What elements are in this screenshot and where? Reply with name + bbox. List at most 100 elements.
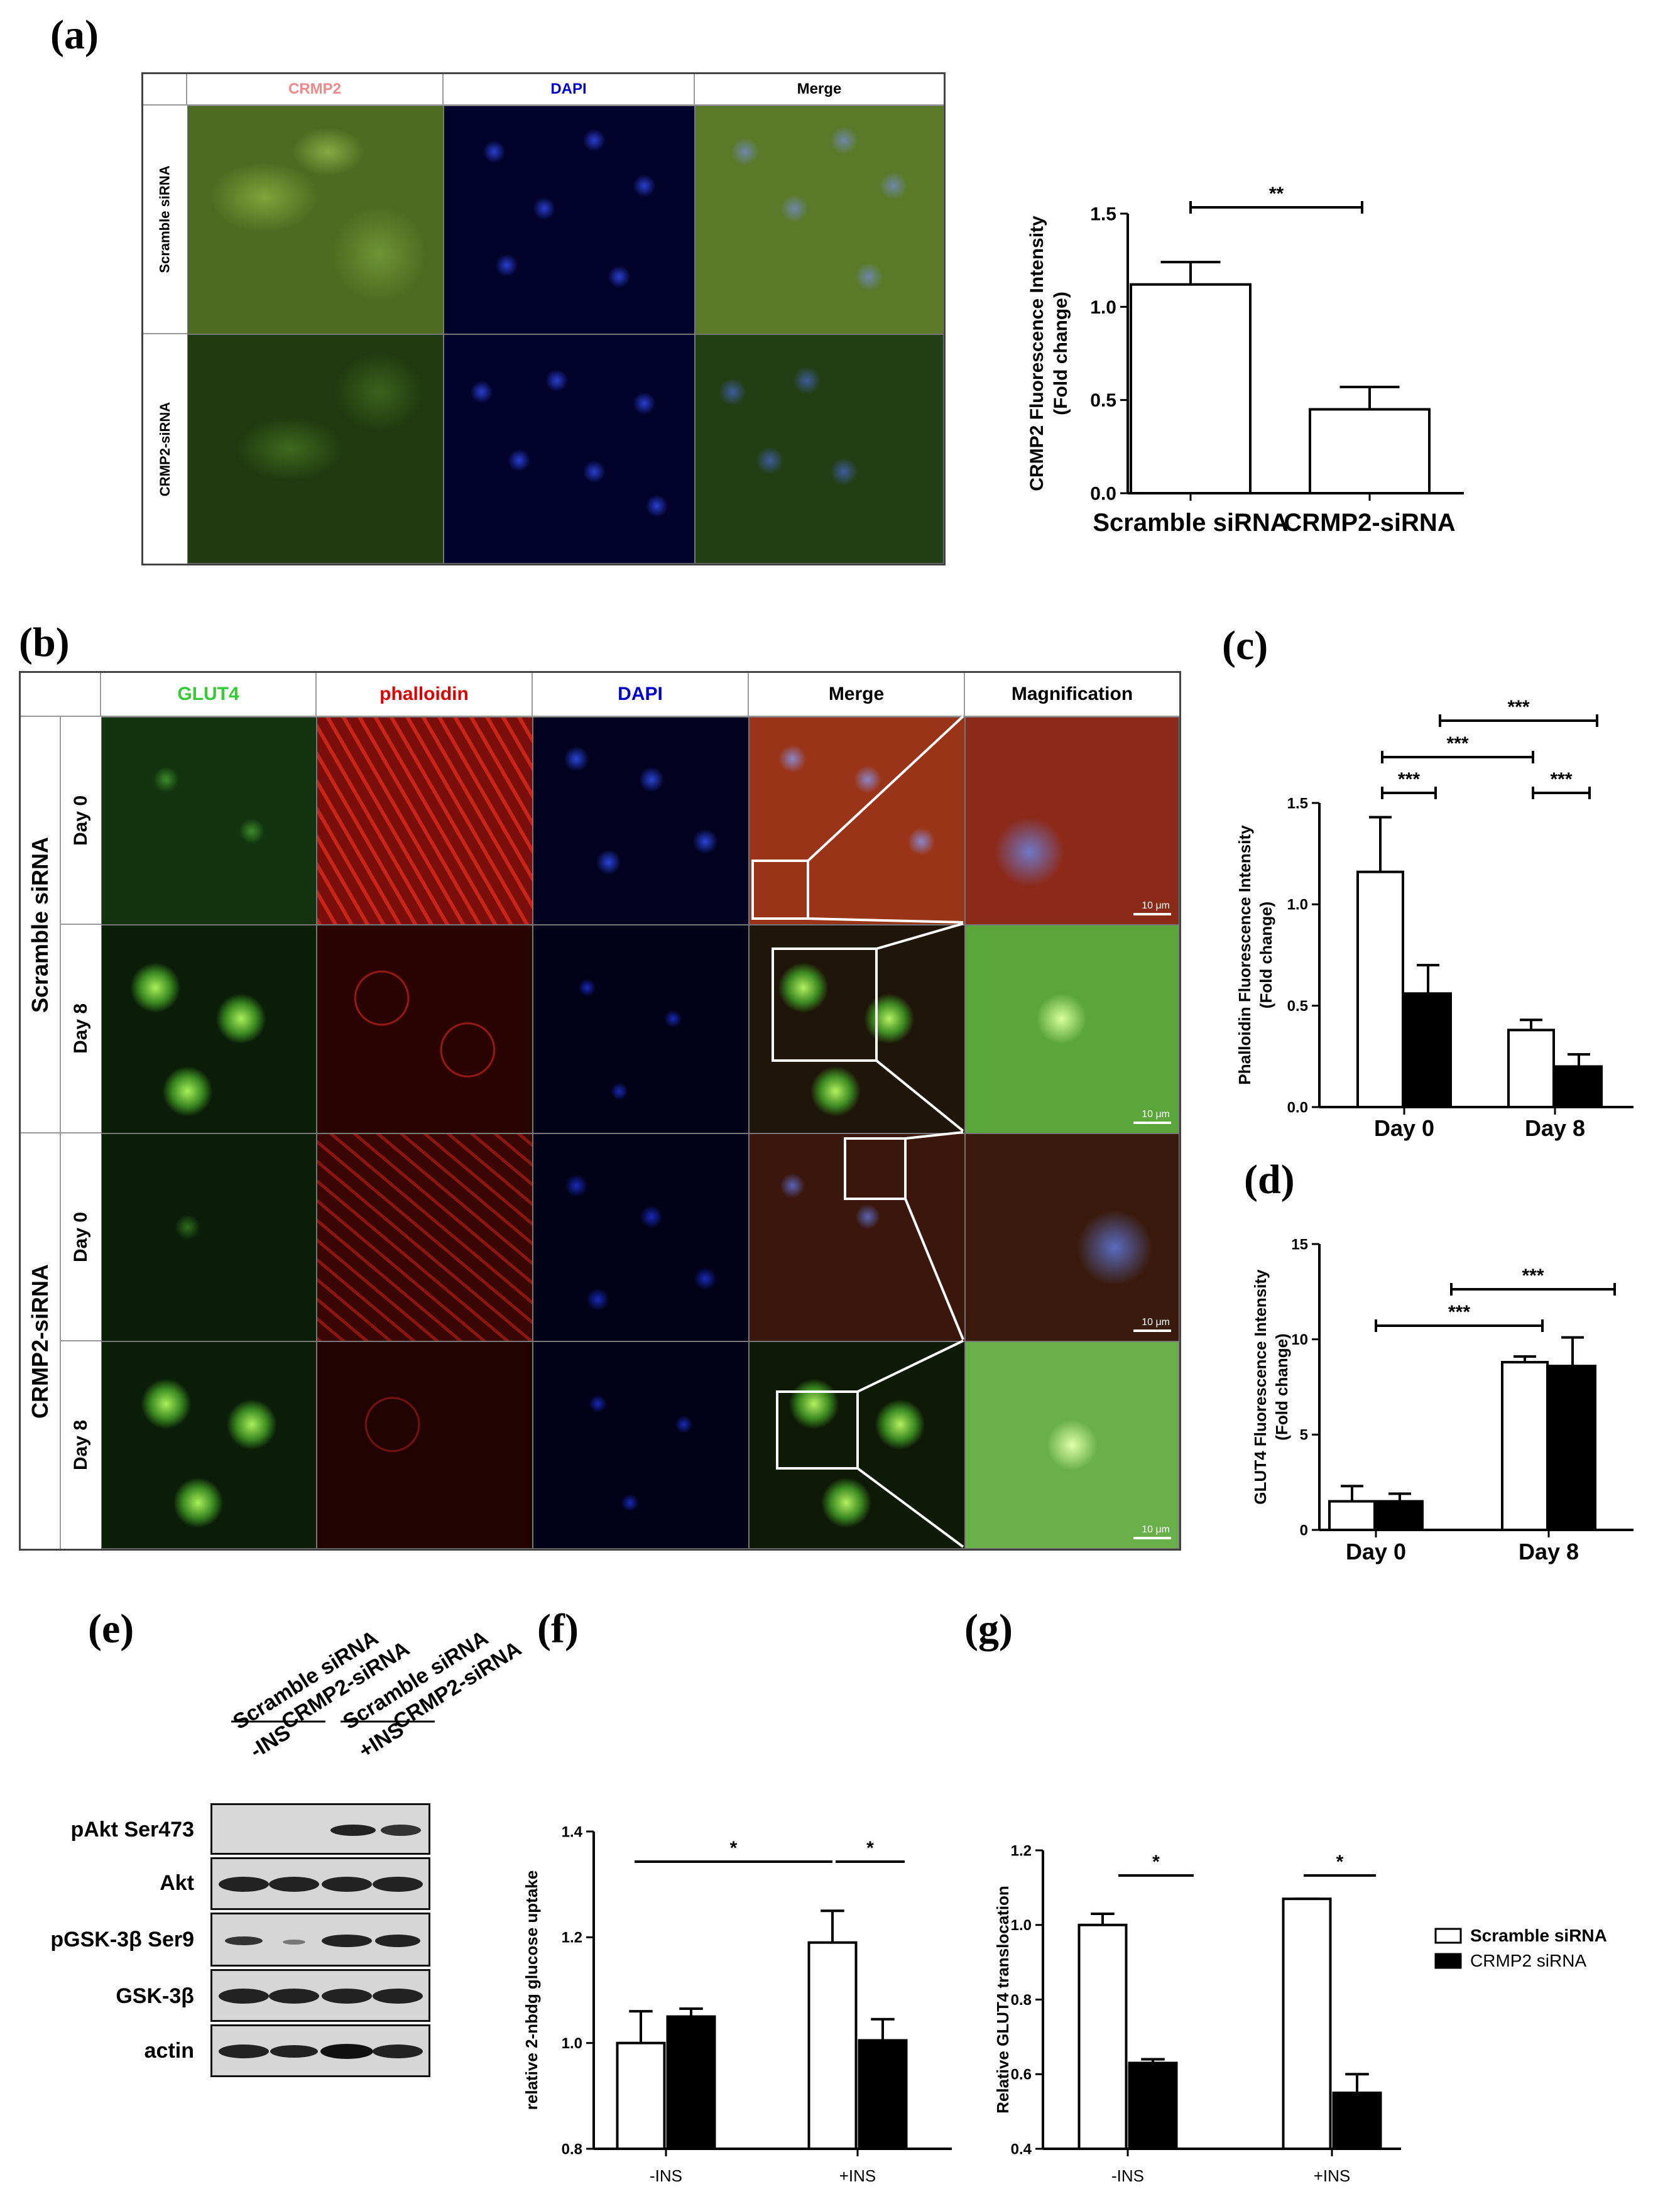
y-tick-label-a: 1.5 [1090,204,1116,225]
bar-g-2-1 [1128,2061,1178,2150]
panel-b-image-grid: GLUT4 phalloidin DAPI Merge Magnificatio… [19,671,1181,1551]
legend-swatch-2 [1434,1953,1462,1969]
blot-gsk [210,1969,430,2022]
panel-b-day-row-3: Day 0 [61,1133,101,1341]
y-axis-label-a: (Fold change) [1050,292,1071,415]
micrograph-b-mag-scr-d0: 10 μm [965,717,1179,925]
chart-f: 0.8 1.0 1.2 1.4 relative 2-nbdg glucose upta… [522,1823,952,2185]
blot-row-label-pakt: pAkt Ser473 [70,1818,194,1842]
chart-g-legend: Scramble siRNA CRMP2 siRNA [1434,1926,1607,1970]
y-tick-label-d: 5 [1300,1427,1308,1444]
y-axis-label-c: (Fold change) [1257,902,1275,1008]
bar-c-1-2 [1507,1029,1555,1109]
legend-swatch-1 [1434,1928,1462,1944]
bar-f-2-1 [666,2015,716,2150]
y-axis-label-d: GLUT4 Fluorescence Intensity [1251,1269,1270,1505]
x-tick-label-c: Day 8 [1525,1115,1585,1141]
micrograph-b-mag-crmp2-d0: 10 μm [965,1133,1179,1341]
zoom-box-2 [772,947,878,1062]
significance-label-g: * [1336,1852,1344,1872]
x-tick-label-d: Day 8 [1519,1539,1579,1564]
panel-a-col-dapi: DAPI [444,74,695,106]
micrograph-a-merge-knockdown [695,334,944,564]
blot-row-label-pgsk: pGSK-3β Ser9 [50,1928,194,1952]
blot-row-label-akt: Akt [160,1871,194,1895]
micrograph-b-glut4-scr-d0 [101,717,317,925]
y-axis-label-f: relative 2-nbdg glucose uptake [522,1870,541,2110]
panel-a-row-scramble: Scramble siRNA [143,106,187,334]
legend-label-2: CRMP2 siRNA [1470,1951,1586,1970]
micrograph-b-phalloidin-scr-d0 [317,717,533,925]
panel-label-e: (e) [88,1606,134,1652]
bar-c-2-1 [1404,992,1452,1108]
y-tick-label-a: 0.0 [1090,484,1116,505]
treatment-bars [231,1720,435,1723]
micrograph-b-merge-crmp2-d0 [749,1133,965,1341]
x-tick-label-g: +INS [1314,2166,1351,2185]
panel-b-day-row-1: Day 0 [61,717,101,925]
micrograph-b-glut4-scr-d8 [101,925,317,1133]
significance-label-c: *** [1398,769,1420,790]
y-tick-label-f: 0.8 [562,2141,582,2158]
panel-label-b: (b) [19,620,70,665]
bar-f-1-1 [616,2041,666,2151]
panel-b-col-glut4: GLUT4 [101,673,317,717]
bar-d-2-1 [1376,1500,1424,1531]
y-tick-label-c: 1.5 [1287,795,1308,812]
panel-a-col-crmp2: CRMP2 [187,74,444,106]
y-tick-label-d: 10 [1291,1331,1308,1348]
micrograph-b-merge-crmp2-d8 [749,1341,965,1549]
panel-a-image-grid: CRMP2 DAPI Merge Scramble siRNA CRMP2-si… [141,72,946,565]
panel-b-col-merge: Merge [749,673,965,717]
panel-a-corner [143,74,187,106]
significance-label-g: * [1152,1852,1160,1872]
y-tick-label-d: 0 [1300,1522,1308,1539]
y-tick-label-g: 0.8 [1011,1992,1032,2009]
bar-d-2-2 [1549,1365,1596,1531]
micrograph-b-phalloidin-crmp2-d0 [317,1133,533,1341]
y-tick-label-g: 0.4 [1011,2141,1032,2158]
bar-a-1-2 [1309,408,1431,494]
y-tick-label-a: 1.0 [1090,297,1116,318]
y-tick-label-c: 0.5 [1287,998,1308,1015]
blot-row-label-actin: actin [144,2039,194,2063]
bar-a-1-1 [1130,283,1252,494]
y-axis-label-d: (Fold change) [1272,1333,1291,1440]
micrograph-b-phalloidin-crmp2-d8 [317,1341,533,1549]
x-tick-label-f: -INS [650,2166,682,2185]
micrograph-b-dapi-scr-d0 [533,717,749,925]
legend-label-1: Scramble siRNA [1470,1926,1607,1945]
micrograph-a-crmp2-scramble [187,106,444,334]
panel-b-corner [21,673,101,717]
y-tick-label-a: 0.5 [1090,390,1116,411]
micrograph-b-mag-scr-d8: 10 μm [965,925,1179,1133]
y-tick-label-f: 1.4 [562,1823,583,1840]
y-tick-label-g: 1.0 [1011,1917,1032,1934]
blot-pgsk [210,1913,430,1967]
blot-pakt [210,1803,430,1855]
y-tick-label-d: 15 [1291,1236,1308,1253]
bar-g-1-1 [1077,1923,1128,2150]
panel-b-group-crmp2: CRMP2-siRNA [21,1133,61,1549]
significance-label-f: * [730,1838,738,1859]
panel-a-col-merge: Merge [695,74,944,106]
micrograph-a-dapi-scramble [444,106,695,334]
panel-b-group-scramble: Scramble siRNA [21,717,61,1133]
significance-label-c: *** [1550,769,1572,790]
bar-d-1-2 [1501,1361,1549,1531]
micrograph-b-glut4-crmp2-d8 [101,1341,317,1549]
y-tick-label-c: 1.0 [1287,897,1308,914]
panel-b-col-magnification: Magnification [965,673,1179,717]
zoom-box-3 [844,1137,907,1200]
micrograph-a-crmp2-knockdown [187,334,444,564]
significance-label-d: *** [1448,1302,1470,1323]
blot-actin [210,2024,430,2077]
significance-label-a: ** [1269,183,1284,204]
chart-c: 0.0 0.5 1.0 1.5 Phalloidin Fluorescence Inte… [1235,697,1634,1141]
panel-b-day-row-2: Day 8 [61,925,101,1133]
x-tick-label-d: Day 0 [1346,1539,1406,1564]
micrograph-a-merge-scramble [695,106,944,334]
x-tick-label-a: CRMP2-siRNA [1284,509,1455,537]
chart-d: 0 5 10 15 GLUT4 Fluorescence Intensity (Fold … [1251,1236,1634,1564]
significance-label-c: *** [1507,697,1529,718]
